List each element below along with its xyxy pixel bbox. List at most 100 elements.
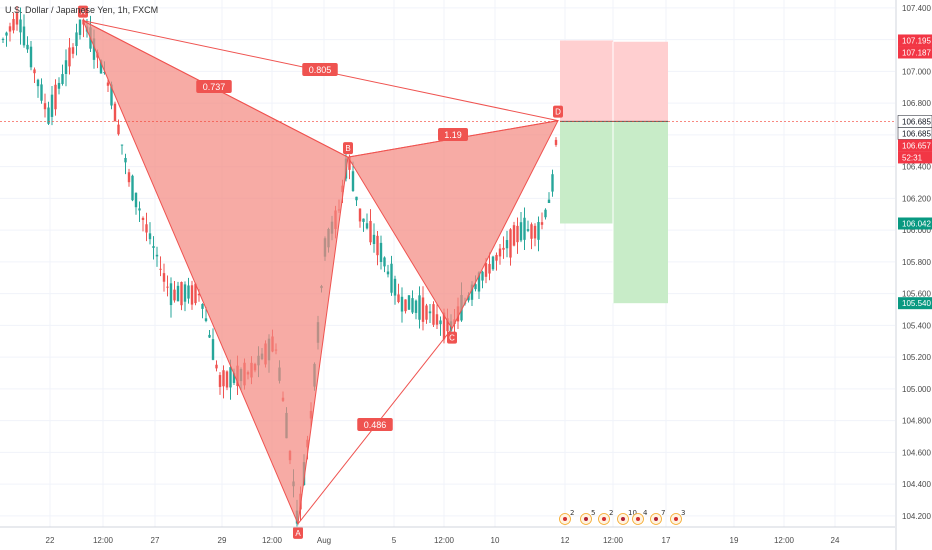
candle-body [61,74,64,84]
candle-body [386,271,390,275]
price-tick-label: 107.400 [902,4,931,13]
time-tick-label: 27 [151,536,160,545]
flag-dot-icon [584,517,588,521]
price-tick-label: 104.200 [902,512,931,521]
time-tick-label: Aug [317,536,331,545]
candle-body [180,281,183,306]
time-tick-label: 19 [730,536,739,545]
candle-body [117,124,120,135]
candle-body [159,268,162,270]
candle-body [362,218,365,222]
stop-loss-zone[interactable] [560,40,613,122]
candle-body [113,103,117,122]
candle-body [502,247,505,250]
candle-body [474,284,477,290]
candle-body [152,246,155,248]
price-label-target: 105.540 [902,299,931,308]
event-count: 10 [628,509,637,517]
time-tick-label: 5 [392,536,397,545]
candle-body [47,107,50,124]
candle-body [71,47,75,54]
pattern-point-badge [78,5,88,18]
ratio-label-0.486: 0.486 [364,420,387,430]
price-tick-label: 106.000 [902,226,931,235]
ratio-label-0.737: 0.737 [203,82,226,92]
candle-body [8,26,12,32]
candle-body [547,199,551,203]
candle-body [432,304,435,325]
pattern-triangle[interactable] [81,19,349,526]
candle-body [222,370,225,387]
price-label-stop: 107.195 [902,36,931,45]
candle-body [446,318,449,332]
candle-body [103,72,106,74]
price-tick-label: 106.800 [902,99,931,108]
flag-dot-icon [602,517,606,521]
candle-body [36,79,40,87]
economic-events-row[interactable]: 2 5 2 10 4 7 3 [559,509,686,525]
time-axis[interactable]: 22 12:00 27 29 12:00 Aug 5 12:00 10 12 12:00 17 19 12… [0,526,895,545]
candle-body [5,32,8,36]
candle-body [26,44,29,50]
candle-body [225,371,229,388]
price-tick-label: 104.800 [902,417,931,426]
candle-body [509,229,512,258]
candle-body [141,217,145,220]
time-tick-label: 24 [831,536,840,545]
candle-body [211,339,215,360]
candle-body [169,283,173,306]
candle-body [145,224,148,233]
time-tick-label: 22 [46,536,55,545]
candle-body [537,222,540,240]
price-tick-label: 105.200 [902,353,931,362]
candle-body [383,257,386,267]
candle-body [155,254,159,257]
candle-body [495,254,498,261]
price-label-bg [898,217,932,230]
position-zones [560,40,668,304]
candle-body [92,38,96,60]
pattern-point-a: A [295,529,301,538]
candle-body [365,223,369,229]
candle-body [421,297,425,322]
candle-body [106,82,110,86]
candle-body [372,234,376,245]
profit-target-zone[interactable] [560,121,613,224]
event-count: 5 [591,509,595,517]
candle-body [428,311,432,314]
candle-body [1,38,5,40]
pattern-point-x: X [80,8,86,17]
candle-body [162,273,166,282]
profit-target-zone[interactable] [613,121,668,304]
candle-body [397,294,400,303]
pattern-point-d: D [555,108,561,117]
price-tick-label: 105.800 [902,258,931,267]
candle-body [358,208,362,222]
candle-body [148,233,152,240]
candle-body [411,298,414,313]
time-tick-label: 12 [561,536,570,545]
candle-body [435,314,439,325]
flag-dot-icon [563,517,567,521]
time-tick-label: 29 [218,536,227,545]
stop-loss-zone[interactable] [613,41,668,122]
ratio-badge [438,128,468,141]
candle-body [533,225,537,239]
candle-body [138,208,141,211]
harmonic-pattern[interactable]: X A B C D 0.737 0.805 1.19 0.486 [78,5,563,539]
price-tick-label: 106.200 [902,194,931,203]
time-tick-label: 12:00 [93,536,114,545]
price-label-bg [898,34,932,47]
candle-body [194,283,197,304]
candle-body [131,175,134,201]
time-tick-label: 12:00 [434,536,455,545]
candle-body [414,300,418,313]
candle-body [19,19,22,33]
price-tick-label: 105.600 [902,290,931,299]
candle-body [166,286,169,288]
candle-body [40,84,43,101]
price-axis[interactable]: 104.200 104.400 104.600 104.800 105.000 105.2… [895,0,932,550]
price-label-bg [898,46,932,59]
